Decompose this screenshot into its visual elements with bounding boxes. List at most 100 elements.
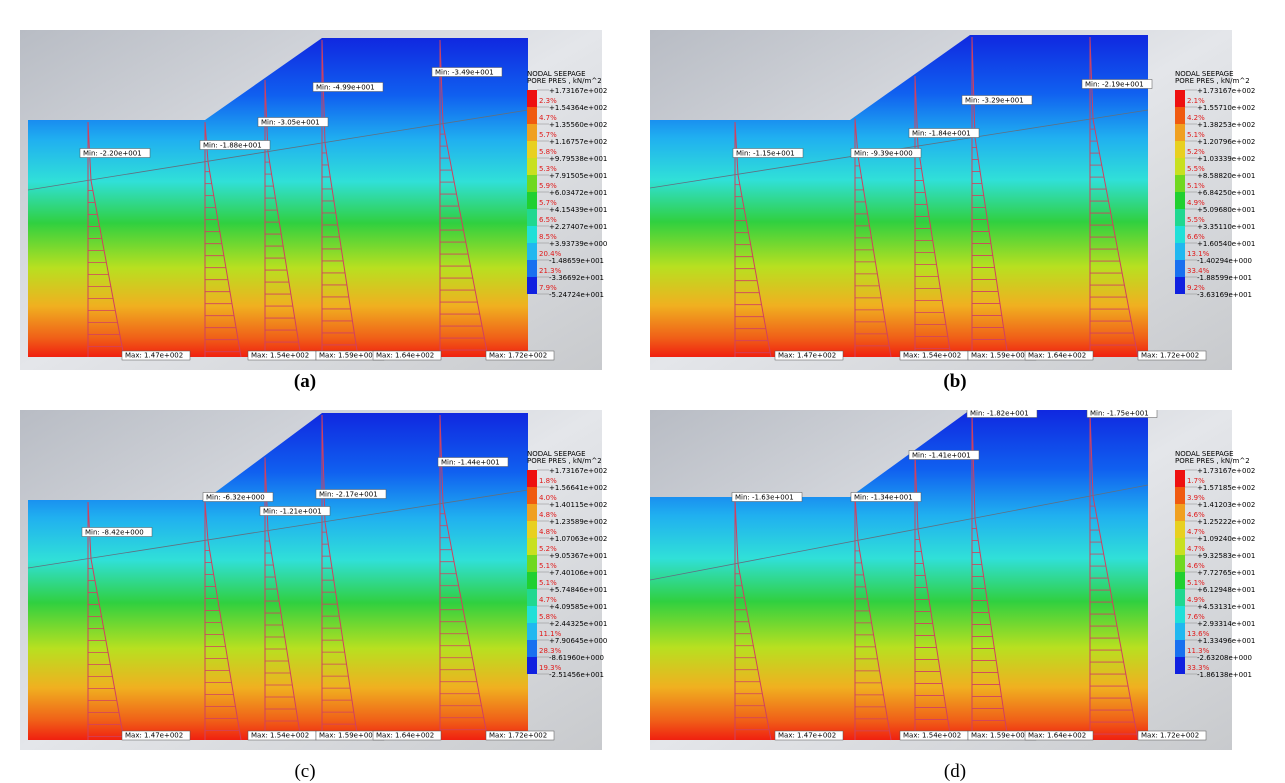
legend-value: +1.55710e+002 <box>1197 104 1255 112</box>
max-label: Max: 1.72e+002 <box>489 352 547 360</box>
label-box <box>908 450 980 460</box>
legend-value: +2.27407e+001 <box>549 223 607 231</box>
legend-swatch <box>1175 124 1185 141</box>
legend-swatch <box>527 606 537 623</box>
label-box <box>259 506 331 516</box>
min-label: Min: -3.05e+001 <box>261 119 320 127</box>
legend-swatch <box>527 572 537 589</box>
legend-value: -1.88599e+001 <box>1197 274 1252 282</box>
piezometer <box>734 121 772 358</box>
contour-plot: Min: -8.42e+000 Min: -6.32e+000 Min: -1.21… <box>20 410 607 750</box>
legend-value: +4.09585e+001 <box>549 603 607 611</box>
max-label: Max: 1.72e+002 <box>1141 352 1199 360</box>
legend-percent: 5.1% <box>1187 579 1205 587</box>
label-box <box>372 350 442 361</box>
legend-swatch <box>527 209 537 226</box>
legend-swatch <box>527 555 537 572</box>
max-label: Max: 1.47e+002 <box>125 352 183 360</box>
min-label: Min: -3.49e+001 <box>435 69 494 77</box>
legend-swatch <box>1175 487 1185 504</box>
label-box <box>431 67 503 77</box>
min-label: Min: -6.32e+000 <box>206 494 265 502</box>
label-box <box>121 730 191 741</box>
legend-percent: 3.9% <box>1187 494 1205 502</box>
legend-value: +1.54364e+002 <box>549 104 607 112</box>
phreatic-line <box>27 109 529 191</box>
legend-value: +6.12948e+001 <box>1197 586 1255 594</box>
legend-value: +1.35560e+002 <box>549 121 607 129</box>
legend-percent: 11.3% <box>1187 647 1210 655</box>
legend-swatch <box>1175 192 1185 209</box>
legend-swatch <box>1175 606 1185 623</box>
legend-percent: 21.3% <box>539 267 562 275</box>
legend-title: PORE PRES , kN/m^2 <box>527 77 602 85</box>
label-box <box>961 95 1033 105</box>
legend-swatch <box>527 107 537 124</box>
legend-value: -1.48659e+001 <box>549 257 604 265</box>
legend-title: PORE PRES , kN/m^2 <box>1175 457 1250 465</box>
legend-title: PORE PRES , kN/m^2 <box>527 457 602 465</box>
legend-value: +2.44325e+001 <box>549 620 607 628</box>
legend-value: +1.16757e+002 <box>549 138 607 146</box>
legend-swatch <box>1175 141 1185 158</box>
legend-value: +2.93314e+001 <box>1197 620 1255 628</box>
phreatic-line <box>650 484 1149 581</box>
legend-title: NODAL SEEPAGE <box>527 450 586 458</box>
legend-percent: 28.3% <box>539 647 562 655</box>
max-label: Max: 1.47e+002 <box>778 352 836 360</box>
legend-swatch <box>1175 243 1185 260</box>
legend-value: +8.58820e+001 <box>1197 172 1255 180</box>
legend-swatch <box>1175 657 1185 674</box>
min-label: Min: -8.42e+000 <box>85 529 144 537</box>
legend-percent: 5.1% <box>1187 182 1205 190</box>
legend-percent: 5.3% <box>539 165 557 173</box>
max-label: Max: 1.54e+002 <box>251 732 309 740</box>
legend-value: +7.72765e+001 <box>1197 569 1255 577</box>
legend-percent: 5.5% <box>1187 216 1205 224</box>
max-label: Max: 1.64e+002 <box>376 732 434 740</box>
legend-percent: 5.1% <box>539 562 557 570</box>
legend-swatch <box>1175 589 1185 606</box>
min-label: Min: -2.20e+001 <box>83 150 142 158</box>
max-label: Max: 1.72e+002 <box>1141 732 1199 740</box>
label-box <box>199 140 271 150</box>
legend-value: +5.09680e+001 <box>1197 206 1255 214</box>
legend-value: -3.63169e+001 <box>1197 291 1252 299</box>
legend-value: +5.74846e+001 <box>549 586 607 594</box>
legend-swatch <box>1175 175 1185 192</box>
legend-swatch <box>527 657 537 674</box>
legend-value: +1.73167e+002 <box>1197 467 1255 475</box>
phreatic-line <box>27 489 529 569</box>
legend-value: -1.40294e+000 <box>1197 257 1252 265</box>
legend-swatch <box>1175 107 1185 124</box>
label-box <box>485 350 555 361</box>
legend-swatch <box>527 623 537 640</box>
legend-percent: 5.8% <box>539 148 557 156</box>
max-label: Max: 1.59e+002 <box>971 732 1029 740</box>
legend-percent: 19.3% <box>539 664 562 672</box>
legend-percent: 20.4% <box>539 250 562 258</box>
label-box <box>1081 79 1153 89</box>
legend-percent: 4.8% <box>539 511 557 519</box>
max-label: Max: 1.47e+002 <box>778 732 836 740</box>
legend-percent: 1.8% <box>539 477 557 485</box>
legend-value: +1.73167e+002 <box>1197 87 1255 95</box>
legend-swatch <box>527 141 537 158</box>
legend-percent: 5.7% <box>539 199 557 207</box>
legend-value: +1.25222e+002 <box>1197 518 1255 526</box>
label-box <box>1137 350 1207 361</box>
label-box <box>1137 730 1207 741</box>
legend-value: -2.51456e+001 <box>549 671 604 679</box>
legend-swatch <box>1175 158 1185 175</box>
max-label: Max: 1.47e+002 <box>125 732 183 740</box>
max-label: Max: 1.72e+002 <box>489 732 547 740</box>
legend-percent: 7.6% <box>1187 613 1205 621</box>
min-label: Min: -1.88e+001 <box>203 142 262 150</box>
piezometer <box>1089 411 1139 741</box>
legend-value: +6.84250e+001 <box>1197 189 1255 197</box>
legend-value: -8.61960e+000 <box>549 654 604 662</box>
legend-percent: 5.7% <box>539 131 557 139</box>
legend-value: -3.36692e+001 <box>549 274 604 282</box>
legend-percent: 13.6% <box>1187 630 1210 638</box>
piezometer <box>734 498 772 741</box>
